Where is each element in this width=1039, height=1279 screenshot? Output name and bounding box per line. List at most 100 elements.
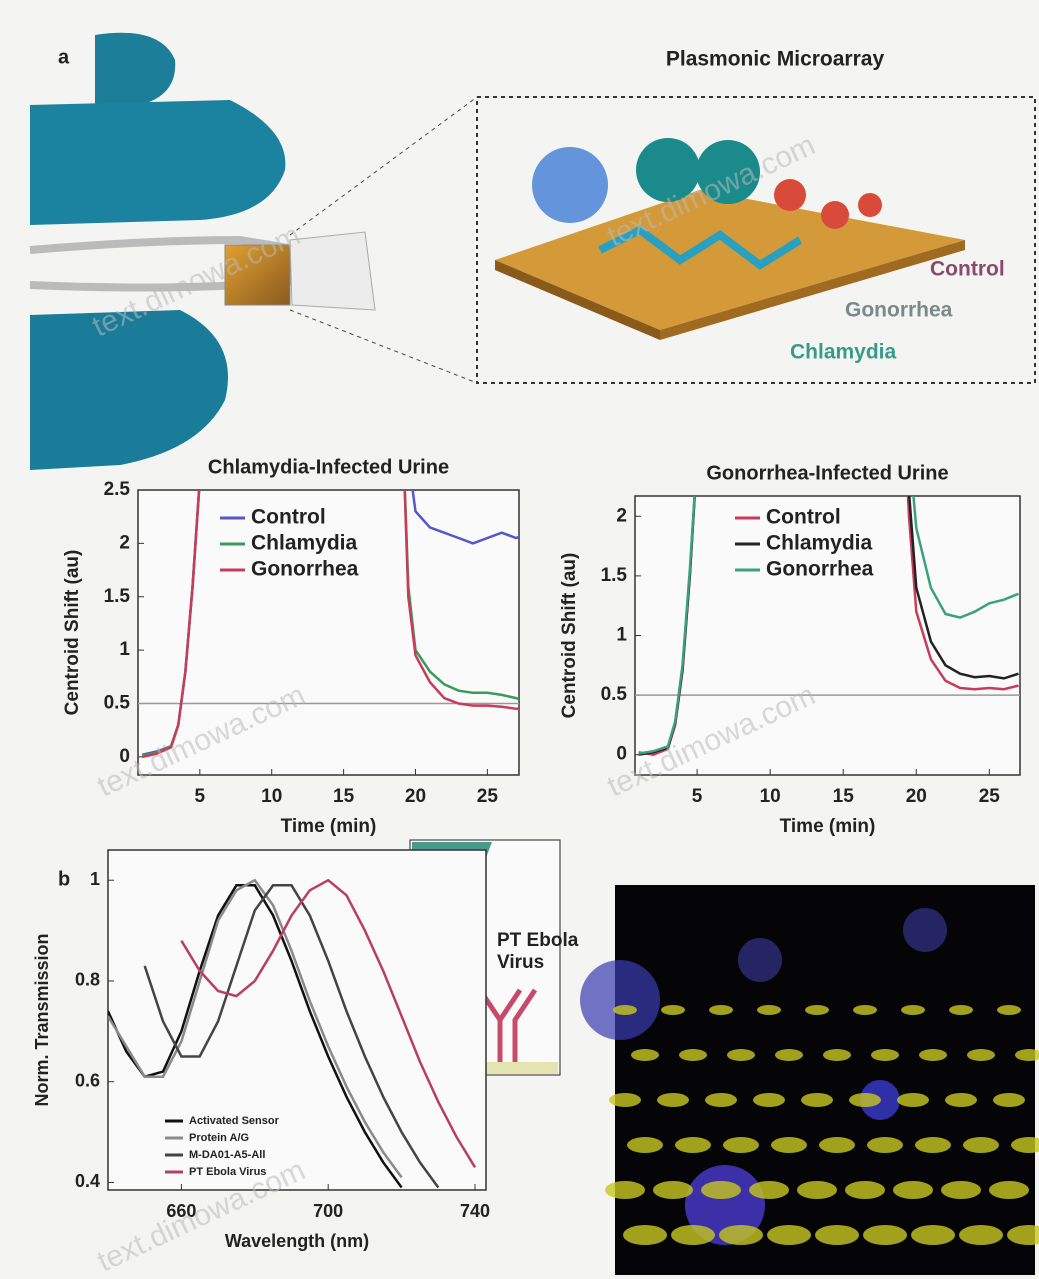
pillar — [915, 1137, 951, 1153]
y-tick-label: 1 — [119, 639, 130, 660]
pillar — [661, 1005, 685, 1015]
pillar — [853, 1005, 877, 1015]
pillar — [993, 1093, 1025, 1107]
x-tick-label: 740 — [460, 1201, 490, 1221]
pillar — [989, 1181, 1029, 1199]
pillar — [997, 1005, 1021, 1015]
x-axis-label: Time (min) — [281, 816, 377, 837]
legend-label: Activated Sensor — [189, 1115, 280, 1127]
chart-title: Chlamydia-Infected Urine — [208, 456, 449, 478]
x-tick-label: 20 — [405, 786, 426, 807]
microarray-diagram — [477, 97, 1035, 383]
pillar — [901, 1005, 925, 1015]
pillar — [823, 1049, 851, 1061]
x-tick-label: 700 — [313, 1201, 343, 1221]
pillar — [609, 1093, 641, 1107]
y-tick-label: 0.6 — [75, 1070, 100, 1090]
legend-label: Control — [251, 506, 326, 529]
y-tick-label: 0.4 — [75, 1171, 100, 1191]
pillar — [805, 1005, 829, 1015]
pillar — [815, 1225, 859, 1245]
x-tick-label: 25 — [477, 786, 499, 807]
panel-label: b — [58, 868, 70, 890]
pillar — [653, 1181, 693, 1199]
pillar — [719, 1225, 763, 1245]
pillar — [623, 1225, 667, 1245]
x-axis-label: Wavelength (nm) — [225, 1231, 369, 1251]
legend-label: Gonorrhea — [251, 558, 359, 581]
x-tick-label: 5 — [692, 786, 703, 807]
y-tick-label: 0 — [616, 744, 627, 765]
pillar — [705, 1093, 737, 1107]
pillar — [845, 1181, 885, 1199]
pillar — [801, 1093, 833, 1107]
pillar — [893, 1181, 933, 1199]
y-tick-label: 1.5 — [104, 586, 131, 607]
microarray-title: Plasmonic Microarray — [666, 48, 885, 71]
legend-label: M-DA01-A5-All — [189, 1149, 265, 1161]
legend-label: Chlamydia — [251, 532, 358, 555]
pillar — [867, 1137, 903, 1153]
pillar — [959, 1225, 1003, 1245]
pillar — [749, 1181, 789, 1199]
pillar — [819, 1137, 855, 1153]
x-tick-label: 20 — [906, 786, 927, 807]
pillar — [897, 1093, 929, 1107]
pillar — [945, 1093, 977, 1107]
pillar — [657, 1093, 689, 1107]
plot-frame — [108, 850, 486, 1190]
pillar — [723, 1137, 759, 1153]
x-tick-label: 15 — [833, 786, 855, 807]
y-axis-label: Centroid Shift (au) — [62, 550, 83, 716]
x-tick-label: 10 — [261, 786, 282, 807]
pillar — [727, 1049, 755, 1061]
pillar — [767, 1225, 811, 1245]
legend-label: Chlamydia — [766, 532, 873, 555]
x-tick-label: 25 — [979, 786, 1001, 807]
pillar — [605, 1181, 645, 1199]
pillar — [613, 1005, 637, 1015]
pillar — [701, 1181, 741, 1199]
microarray-label: Gonorrhea — [845, 299, 953, 322]
pillar — [919, 1049, 947, 1061]
pillar — [797, 1181, 837, 1199]
legend-label: Protein A/G — [189, 1132, 249, 1144]
y-tick-label: 2 — [616, 505, 627, 526]
y-tick-label: 2.5 — [104, 479, 131, 500]
pillar — [863, 1225, 907, 1245]
legend-label: Control — [766, 506, 841, 529]
page: { "panel_labels": ["a", "b"], "microarra… — [0, 0, 1039, 1279]
pillar — [757, 1005, 781, 1015]
pillar — [911, 1225, 955, 1245]
pillar — [775, 1049, 803, 1061]
chart-title: Gonorrhea-Infected Urine — [706, 462, 948, 484]
y-tick-label: 0.5 — [104, 692, 131, 713]
inset-label: PT Ebola Virus — [497, 930, 602, 974]
pillar — [627, 1137, 663, 1153]
pillar — [671, 1225, 715, 1245]
x-tick-label: 10 — [760, 786, 781, 807]
x-tick-label: 15 — [333, 786, 355, 807]
panel-label: a — [58, 46, 70, 68]
y-tick-label: 1.5 — [601, 565, 628, 586]
x-tick-label: 5 — [195, 786, 206, 807]
microarray-label: Chlamydia — [790, 341, 897, 364]
pillar — [771, 1137, 807, 1153]
legend-label: Gonorrhea — [766, 558, 874, 581]
y-axis-label: Norm. Transmission — [32, 933, 52, 1106]
pillar — [631, 1049, 659, 1061]
pillar — [679, 1049, 707, 1061]
pillar — [871, 1049, 899, 1061]
y-axis-label: Centroid Shift (au) — [559, 553, 580, 719]
pillar — [963, 1137, 999, 1153]
y-tick-label: 0.8 — [75, 970, 100, 990]
microarray-label: Control — [930, 258, 1005, 281]
pillar — [849, 1093, 881, 1107]
y-tick-label: 0.5 — [601, 684, 628, 705]
y-tick-label: 2 — [119, 532, 130, 553]
pillar — [675, 1137, 711, 1153]
pillar — [709, 1005, 733, 1015]
pillar — [941, 1181, 981, 1199]
pillar — [949, 1005, 973, 1015]
y-tick-label: 1 — [90, 869, 100, 889]
